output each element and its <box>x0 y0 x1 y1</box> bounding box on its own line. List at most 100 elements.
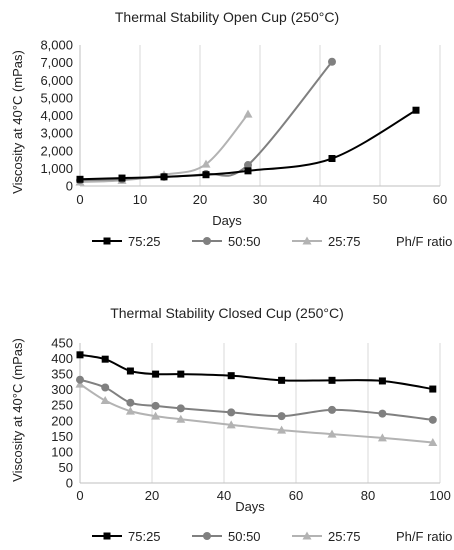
y-tick-label: 50 <box>59 460 73 475</box>
data-point-75-25 <box>278 376 286 384</box>
y-tick-label: 4,000 <box>40 108 73 123</box>
y-tick-label: 150 <box>51 429 73 444</box>
y-axis-label: Viscosity at 40°C (mPas) <box>10 338 25 482</box>
x-tick-label: 100 <box>429 488 451 503</box>
data-point-50-50 <box>277 412 286 421</box>
legend-suffix: Ph/F ratio <box>396 234 452 249</box>
legend: 75:25 50:50 25:75 Ph/F ratio <box>92 234 452 249</box>
open-cup-chart-svg: Thermal Stability Open Cup (250°C) Days … <box>10 9 452 249</box>
y-tick-label: 0 <box>66 179 73 194</box>
data-point-25-75 <box>201 159 211 168</box>
legend-label-50-50: 50:50 <box>228 234 261 249</box>
data-point-50-50 <box>328 405 336 414</box>
x-tick-label: 20 <box>193 192 207 207</box>
data-point-75-25 <box>328 155 336 163</box>
y-tick-label: 0 <box>66 476 73 491</box>
data-point-50-50 <box>244 161 252 170</box>
legend-label-25-75: 25:75 <box>328 529 361 544</box>
data-point-25-75 <box>327 429 337 438</box>
data-point-75-25 <box>429 385 437 393</box>
data-point-75-25 <box>244 167 252 175</box>
data-point-75-25 <box>101 355 109 363</box>
x-tick-labels: 0 20 40 60 80 100 <box>76 488 450 503</box>
data-point-75-25 <box>412 106 420 114</box>
x-tick-labels: 0 10 20 30 40 50 60 <box>76 192 447 207</box>
closed-cup-chart: Thermal Stability Closed Cup (250°C) Day… <box>0 295 454 550</box>
legend-label-75-25: 75:25 <box>128 234 161 249</box>
data-point-75-25 <box>118 174 126 182</box>
data-point-75-25 <box>378 377 386 385</box>
chart-title: Thermal Stability Closed Cup (250°C) <box>110 305 344 321</box>
legend-marker-50-50 <box>203 532 211 540</box>
data-point-25-75 <box>100 396 110 405</box>
x-tick-label: 40 <box>313 192 327 207</box>
x-axis-label: Days <box>235 499 265 514</box>
series-line-50-50 <box>79 378 433 421</box>
y-tick-label: 300 <box>51 382 73 397</box>
data-point-50-50 <box>378 409 387 418</box>
y-tick-label: 350 <box>51 367 73 382</box>
data-point-75-25 <box>76 175 84 183</box>
data-point-50-50 <box>176 404 185 413</box>
data-point-25-75 <box>377 433 387 442</box>
data-point-50-50 <box>328 57 336 66</box>
series-line-25-75 <box>79 383 433 444</box>
data-point-25-75 <box>243 109 253 118</box>
legend-suffix: Ph/F ratio <box>396 529 452 544</box>
legend-marker-25-75 <box>302 531 312 540</box>
y-axis-label: Viscosity at 40°C (mPas) <box>10 50 25 194</box>
x-tick-label: 20 <box>145 488 159 503</box>
y-tick-labels: 0 1,000 2,000 3,000 4,000 5,000 6,000 7,000 8,00… <box>40 38 73 194</box>
x-tick-label: 50 <box>373 192 387 207</box>
y-tick-label: 100 <box>51 444 73 459</box>
data-point-75-25 <box>328 376 336 384</box>
data-point-75-25 <box>227 372 235 380</box>
y-tick-label: 3,000 <box>40 126 73 141</box>
x-tick-label: 0 <box>76 488 83 503</box>
x-axis-label: Days <box>212 213 242 228</box>
data-point-75-25 <box>126 367 134 375</box>
grid-lines <box>79 45 441 187</box>
data-point-25-75 <box>428 438 438 447</box>
data-point-75-25 <box>177 370 185 378</box>
legend-marker-75-25 <box>103 532 111 540</box>
data-point-25-75 <box>277 425 287 434</box>
x-tick-label: 40 <box>217 488 231 503</box>
data-point-50-50 <box>126 398 135 407</box>
open-cup-chart: Thermal Stability Open Cup (250°C) Days … <box>10 9 452 249</box>
legend-marker-75-25 <box>103 237 111 245</box>
data-point-75-25 <box>202 171 210 179</box>
series-group <box>75 351 438 447</box>
grid-lines <box>79 343 441 484</box>
y-tick-label: 250 <box>51 398 73 413</box>
closed-cup-chart-svg: Thermal Stability Closed Cup (250°C) Day… <box>10 305 452 544</box>
y-tick-label: 2,000 <box>40 143 73 158</box>
series-group <box>75 57 420 186</box>
legend: 75:25 50:50 25:75 Ph/F ratio <box>92 529 452 544</box>
data-point-50-50 <box>76 375 84 384</box>
legend-marker-25-75 <box>302 236 312 245</box>
y-tick-label: 450 <box>51 336 73 351</box>
x-tick-label: 10 <box>133 192 147 207</box>
legend-label-50-50: 50:50 <box>228 529 261 544</box>
y-tick-label: 1,000 <box>40 161 73 176</box>
legend-label-25-75: 25:75 <box>328 234 361 249</box>
y-tick-label: 6,000 <box>40 73 73 88</box>
data-point-75-25 <box>152 370 160 378</box>
data-point-50-50 <box>101 383 110 392</box>
chart-title: Thermal Stability Open Cup (250°C) <box>115 9 339 25</box>
y-tick-label: 200 <box>51 413 73 428</box>
y-tick-label: 5,000 <box>40 90 73 105</box>
data-point-25-75 <box>226 420 236 429</box>
legend-label-75-25: 75:25 <box>128 529 161 544</box>
x-tick-label: 60 <box>433 192 447 207</box>
data-point-75-25 <box>160 173 168 181</box>
x-tick-label: 30 <box>253 192 267 207</box>
data-point-25-75 <box>151 411 161 420</box>
y-tick-label: 400 <box>51 351 73 366</box>
legend-marker-50-50 <box>203 237 211 245</box>
x-tick-label: 0 <box>76 192 83 207</box>
data-point-50-50 <box>151 401 160 410</box>
data-point-50-50 <box>428 415 437 424</box>
y-tick-label: 7,000 <box>40 55 73 70</box>
